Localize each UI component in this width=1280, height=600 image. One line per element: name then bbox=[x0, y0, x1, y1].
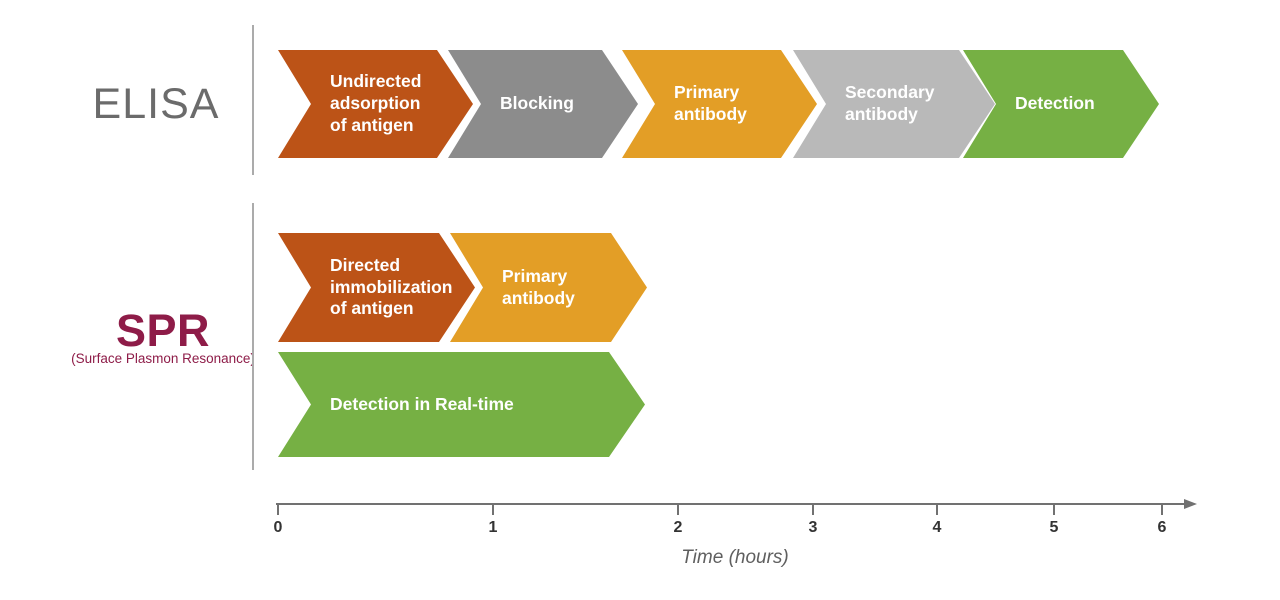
elisa-row-label: ELISA bbox=[92, 80, 220, 128]
spr-subtitle: (Surface Plasmon Resonance) bbox=[71, 351, 255, 366]
elisa-step-blocking: Blocking bbox=[448, 50, 638, 158]
axis-line bbox=[276, 503, 1186, 505]
elisa-step-primary-antibody: Primary antibody bbox=[622, 50, 817, 158]
step-label: Detection in Real-time bbox=[330, 393, 514, 414]
axis-tick-label: 2 bbox=[673, 519, 683, 536]
step-label: Primary antibody bbox=[502, 265, 575, 308]
axis-tick-label: 1 bbox=[488, 519, 498, 536]
spr-step-primary-antibody: Primary antibody bbox=[450, 233, 647, 342]
axis-tick bbox=[277, 504, 279, 515]
elisa-divider bbox=[252, 25, 254, 175]
axis-tick-label: 6 bbox=[1157, 519, 1167, 536]
elisa-step-undirected-adsorption: Undirected adsorption of antigen bbox=[278, 50, 473, 158]
axis-tick bbox=[1161, 504, 1163, 515]
spr-step-directed-immobilization: Directed immobilization of antigen bbox=[278, 233, 475, 342]
step-label: Detection bbox=[1015, 93, 1095, 114]
axis-tick-label: 3 bbox=[808, 519, 818, 536]
axis-title: Time (hours) bbox=[681, 547, 789, 568]
step-label: Blocking bbox=[500, 93, 574, 114]
axis-tick bbox=[936, 504, 938, 515]
axis-arrow-head-icon bbox=[1184, 499, 1197, 509]
step-label: Primary antibody bbox=[674, 82, 747, 124]
axis-tick-label: 5 bbox=[1049, 519, 1059, 536]
step-label: Secondary antibody bbox=[845, 82, 935, 124]
axis-tick-label: 4 bbox=[932, 519, 942, 536]
spr-row-label: SPR bbox=[115, 305, 211, 356]
axis-tick bbox=[812, 504, 814, 515]
axis-tick bbox=[677, 504, 679, 515]
elisa-step-secondary-antibody: Secondary antibody bbox=[793, 50, 995, 158]
step-label: Undirected adsorption of antigen bbox=[330, 71, 422, 135]
axis-tick bbox=[492, 504, 494, 515]
spr-step-detection-realtime: Detection in Real-time bbox=[278, 352, 645, 457]
axis-tick-label: 0 bbox=[273, 519, 283, 536]
step-label: Directed immobilization of antigen bbox=[330, 254, 453, 319]
axis-tick bbox=[1053, 504, 1055, 515]
spr-divider bbox=[252, 203, 254, 470]
